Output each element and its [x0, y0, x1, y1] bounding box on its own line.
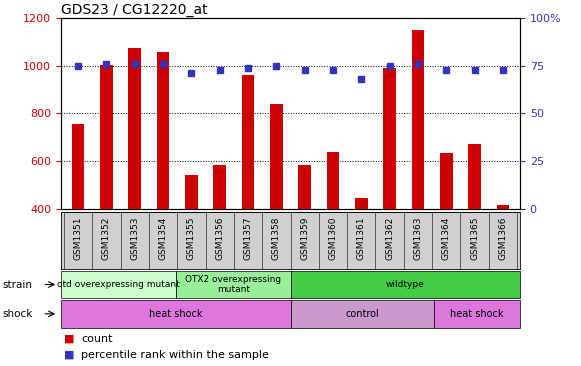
Text: GSM1359: GSM1359 [300, 216, 309, 260]
Bar [213, 165, 226, 209]
Text: GSM1354: GSM1354 [159, 216, 167, 259]
Text: GSM1365: GSM1365 [470, 216, 479, 260]
FancyBboxPatch shape [290, 271, 520, 298]
Text: GSM1352: GSM1352 [102, 216, 111, 259]
Text: heat shock: heat shock [450, 309, 504, 319]
Bar [242, 75, 254, 209]
Text: shock: shock [2, 309, 33, 319]
FancyBboxPatch shape [61, 271, 175, 298]
Text: wildtype: wildtype [386, 280, 425, 289]
FancyBboxPatch shape [175, 271, 290, 298]
Bar [411, 30, 424, 209]
Text: strain: strain [2, 280, 33, 290]
Text: GSM1363: GSM1363 [414, 216, 422, 260]
Text: GSM1356: GSM1356 [215, 216, 224, 260]
Bar [128, 48, 141, 209]
Bar [383, 68, 396, 209]
Bar [157, 52, 170, 209]
Text: control: control [345, 309, 379, 319]
Text: GSM1355: GSM1355 [187, 216, 196, 260]
Text: GSM1360: GSM1360 [328, 216, 338, 260]
Bar [71, 124, 84, 209]
Text: ■: ■ [64, 350, 74, 360]
Text: GSM1353: GSM1353 [130, 216, 139, 260]
Text: GSM1357: GSM1357 [243, 216, 253, 260]
Bar [440, 153, 453, 209]
Bar [100, 65, 113, 209]
Text: count: count [81, 333, 113, 344]
Bar [185, 175, 198, 209]
Text: GSM1362: GSM1362 [385, 216, 394, 259]
FancyBboxPatch shape [434, 300, 520, 328]
Text: heat shock: heat shock [149, 309, 203, 319]
Text: GDS23 / CG12220_at: GDS23 / CG12220_at [61, 3, 207, 17]
Bar [355, 198, 368, 209]
Text: GSM1351: GSM1351 [74, 216, 83, 260]
Bar [497, 205, 510, 209]
Bar [327, 152, 339, 209]
Text: GSM1364: GSM1364 [442, 216, 451, 259]
Text: OTX2 overexpressing
mutant: OTX2 overexpressing mutant [185, 275, 281, 294]
Bar [468, 144, 481, 209]
Text: GSM1358: GSM1358 [272, 216, 281, 260]
Text: otd overexpressing mutant: otd overexpressing mutant [57, 280, 180, 289]
FancyBboxPatch shape [61, 300, 290, 328]
Text: GSM1366: GSM1366 [498, 216, 507, 260]
Text: ■: ■ [64, 333, 74, 344]
Bar [270, 104, 283, 209]
Text: GSM1361: GSM1361 [357, 216, 366, 260]
FancyBboxPatch shape [290, 300, 434, 328]
Bar [298, 165, 311, 209]
Text: percentile rank within the sample: percentile rank within the sample [81, 350, 269, 360]
